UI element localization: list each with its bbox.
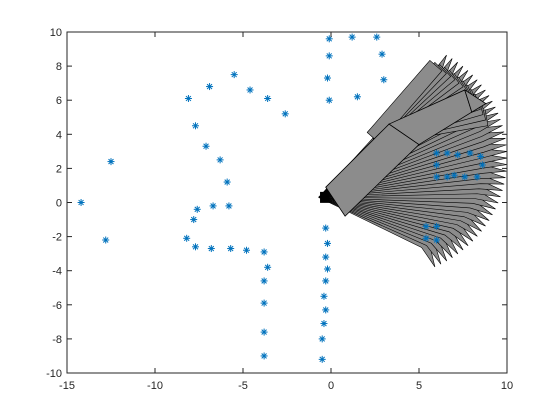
- data-point: [433, 222, 441, 230]
- x-tick-label: 0: [328, 380, 334, 392]
- data-point: [216, 156, 224, 164]
- data-point: [207, 245, 215, 253]
- data-point: [184, 94, 192, 102]
- arm-overlay: [318, 54, 508, 268]
- data-point: [260, 352, 268, 360]
- data-point: [191, 122, 199, 130]
- data-point: [323, 265, 331, 273]
- y-tick-label: 6: [56, 95, 62, 107]
- y-tick-label: 0: [56, 198, 62, 210]
- data-point: [433, 161, 441, 169]
- data-point: [107, 158, 115, 166]
- data-point: [191, 243, 199, 251]
- data-point: [433, 149, 441, 157]
- data-point: [227, 245, 235, 253]
- y-tick-label: -2: [52, 232, 62, 244]
- data-point: [102, 236, 110, 244]
- data-point: [461, 173, 469, 181]
- data-point: [246, 86, 254, 94]
- data-point: [202, 142, 210, 150]
- data-point: [443, 173, 451, 181]
- data-point: [264, 263, 272, 271]
- data-point: [478, 161, 486, 169]
- data-point: [320, 320, 328, 328]
- data-point: [193, 205, 201, 213]
- data-point: [243, 246, 251, 254]
- data-point: [183, 234, 191, 242]
- data-point: [450, 171, 458, 179]
- data-point: [322, 277, 330, 285]
- data-point: [260, 299, 268, 307]
- y-tick-label: 10: [50, 27, 62, 39]
- data-point: [225, 202, 233, 210]
- data-point: [260, 328, 268, 336]
- data-point: [320, 292, 328, 300]
- y-tick-label: 8: [56, 61, 62, 73]
- data-point: [260, 277, 268, 285]
- data-point: [206, 83, 214, 91]
- data-point: [318, 355, 326, 363]
- x-tick-label: 10: [501, 380, 513, 392]
- data-point: [77, 199, 85, 206]
- arm-gripper: [464, 89, 487, 113]
- data-point: [260, 248, 268, 256]
- data-point: [325, 35, 333, 43]
- data-point: [325, 96, 333, 104]
- data-point: [477, 152, 485, 160]
- data-point: [230, 71, 238, 79]
- y-tick-label: -6: [52, 300, 62, 312]
- data-point: [380, 76, 388, 84]
- x-tick-label: -10: [147, 380, 163, 392]
- y-tick-label: -8: [52, 334, 62, 346]
- y-tick-label: -4: [52, 266, 62, 278]
- data-point: [264, 94, 272, 102]
- data-point: [373, 33, 381, 41]
- data-point: [322, 253, 330, 261]
- data-point: [281, 110, 289, 118]
- data-point: [318, 335, 326, 343]
- data-point: [323, 239, 331, 247]
- data-point: [209, 202, 217, 210]
- data-point: [353, 93, 361, 101]
- data-point: [443, 149, 451, 157]
- data-point: [422, 234, 430, 242]
- data-point: [223, 178, 231, 186]
- scatter-series: [77, 33, 486, 363]
- data-point: [190, 216, 198, 224]
- y-tick-label: 2: [56, 163, 62, 175]
- x-tick-label: -5: [238, 380, 248, 392]
- data-point: [454, 151, 462, 159]
- data-point: [433, 236, 441, 244]
- arm-base: [320, 191, 330, 203]
- data-point: [325, 52, 333, 60]
- data-point: [433, 173, 441, 181]
- data-point: [322, 224, 330, 232]
- data-point: [422, 222, 430, 230]
- data-point: [348, 33, 356, 41]
- x-tick-label: 5: [416, 380, 422, 392]
- data-point: [322, 306, 330, 314]
- data-point: [473, 173, 481, 181]
- data-point: [378, 50, 386, 58]
- y-tick-label: -10: [46, 368, 62, 380]
- y-tick-label: 4: [56, 129, 62, 141]
- data-point: [323, 74, 331, 82]
- data-point: [466, 149, 474, 157]
- x-tick-label: -15: [59, 380, 75, 392]
